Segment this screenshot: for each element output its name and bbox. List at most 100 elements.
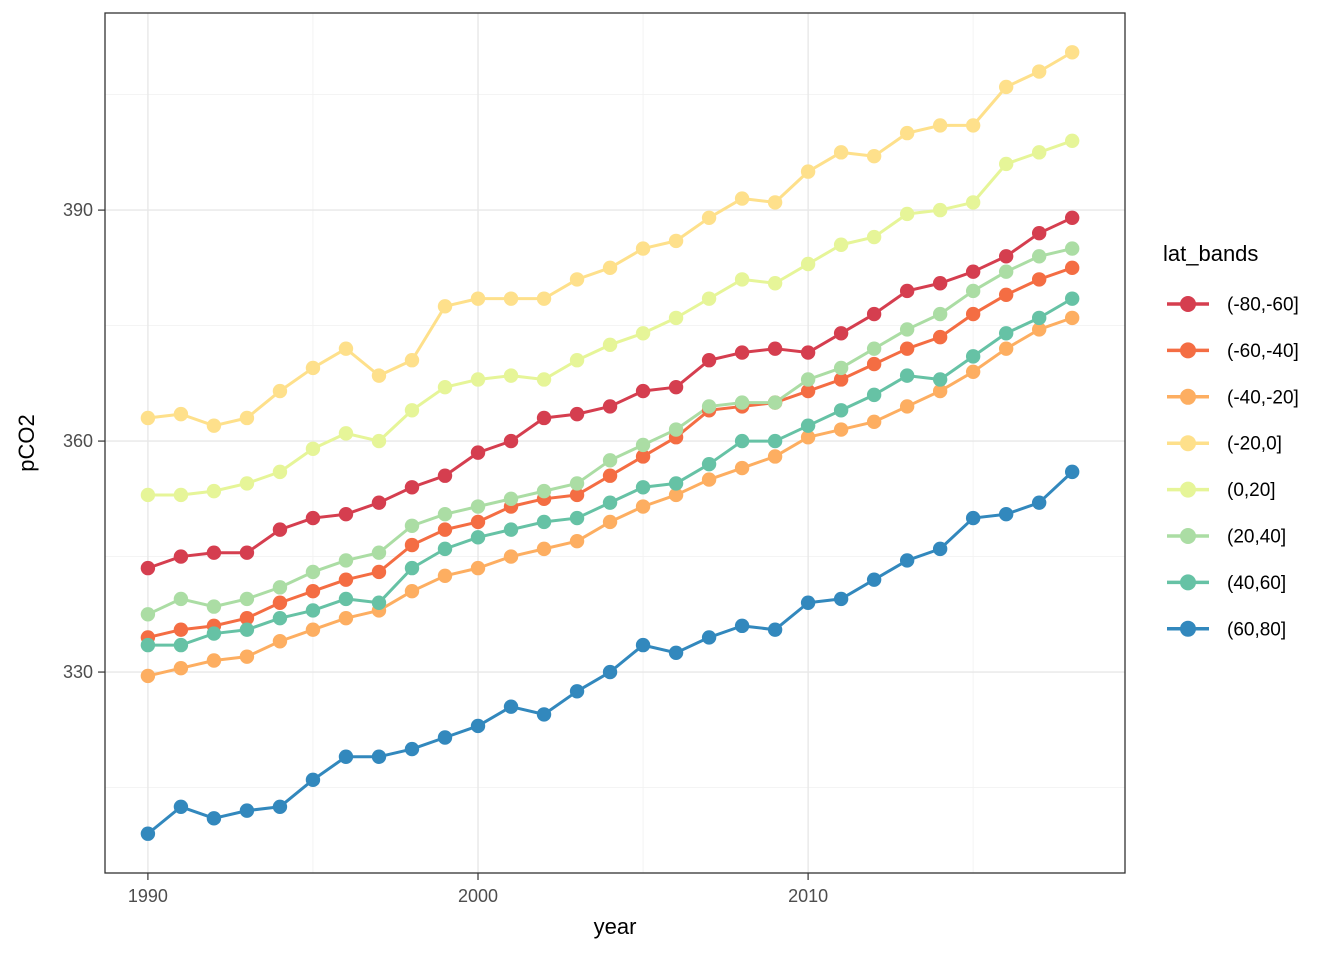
- grid-layer: [105, 13, 1125, 873]
- data-point: [635, 383, 651, 399]
- data-point: [536, 483, 552, 499]
- data-point: [866, 572, 882, 587]
- data-point: [239, 610, 255, 626]
- data-point: [305, 441, 321, 456]
- data-point: [800, 256, 816, 272]
- data-point: [338, 553, 354, 568]
- data-point: [437, 568, 453, 584]
- data-point: [701, 210, 717, 225]
- data-point: [635, 499, 651, 514]
- legend-key-point: [1180, 481, 1196, 498]
- panel-border: [104, 12, 1126, 874]
- data-point: [800, 430, 816, 445]
- data-point: [899, 553, 915, 568]
- data-point: [470, 372, 486, 387]
- data-point: [668, 645, 684, 661]
- legend-entry-(-80,-60]: (-80,-60]: [1167, 295, 1299, 316]
- data-point: [305, 564, 321, 580]
- data-point: [470, 445, 486, 460]
- data-point: [437, 299, 453, 314]
- data-point: [503, 291, 519, 306]
- data-point: [734, 191, 750, 206]
- data-point: [569, 487, 585, 503]
- legend-key-point: [1180, 574, 1196, 591]
- data-point: [602, 260, 618, 276]
- data-point: [470, 718, 486, 734]
- data-point: [206, 483, 222, 499]
- data-point: [338, 610, 354, 626]
- data-point: [932, 276, 948, 291]
- data-point: [998, 264, 1014, 279]
- data-point: [932, 329, 948, 345]
- data-point: [602, 468, 618, 483]
- x-tick-label: 1990: [128, 886, 168, 906]
- data-point: [536, 291, 552, 306]
- data-point: [965, 195, 981, 210]
- data-point: [239, 545, 255, 560]
- data-point: [272, 799, 288, 814]
- data-point: [437, 507, 453, 522]
- data-point: [206, 626, 222, 641]
- data-point: [1031, 272, 1047, 287]
- data-point: [866, 229, 882, 245]
- panel-background: [105, 13, 1125, 873]
- data-point: [371, 595, 387, 610]
- data-point: [569, 272, 585, 287]
- data-point: [404, 584, 420, 599]
- data-point: [734, 272, 750, 287]
- data-point: [503, 368, 519, 383]
- data-point: [701, 399, 717, 414]
- data-point: [503, 491, 519, 507]
- data-point: [965, 349, 981, 364]
- data-point: [272, 580, 288, 595]
- data-point: [569, 406, 585, 422]
- legend-entry-(20,40]: (20,40]: [1167, 527, 1286, 548]
- data-point: [338, 507, 354, 522]
- legend-key-point: [1180, 388, 1196, 405]
- data-point: [173, 487, 189, 503]
- data-point: [569, 684, 585, 699]
- data-point: [767, 395, 783, 410]
- data-point: [503, 699, 519, 714]
- data-point: [404, 403, 420, 418]
- data-point: [602, 495, 618, 510]
- data-point: [173, 549, 189, 564]
- data-point: [998, 79, 1014, 95]
- data-point: [305, 772, 321, 788]
- data-point: [866, 356, 882, 372]
- data-point: [1064, 464, 1080, 480]
- data-point: [404, 353, 420, 368]
- data-point: [734, 618, 750, 634]
- data-point: [833, 237, 849, 252]
- data-point: [800, 372, 816, 387]
- data-point: [305, 510, 321, 526]
- data-point: [899, 322, 915, 337]
- data-point: [800, 383, 816, 399]
- data-point: [536, 410, 552, 426]
- data-point: [503, 522, 519, 537]
- data-point: [239, 410, 255, 426]
- data-point: [668, 233, 684, 249]
- data-point: [965, 306, 981, 322]
- axis-layer: 330 360 390 1990 2000 2010: [63, 12, 1126, 906]
- legend-label: (-40,-20]: [1227, 387, 1299, 408]
- data-point: [470, 499, 486, 514]
- data-point: [1031, 249, 1047, 264]
- data-point: [965, 283, 981, 299]
- data-point: [668, 310, 684, 326]
- data-point: [470, 514, 486, 530]
- data-point: [1064, 310, 1080, 326]
- data-point: [338, 426, 354, 441]
- data-point: [965, 118, 981, 133]
- series-points-(-60,-40]: [140, 260, 1080, 645]
- data-point: [305, 622, 321, 637]
- data-point: [239, 803, 255, 818]
- data-point: [998, 156, 1014, 172]
- data-point: [668, 476, 684, 491]
- series-points-(-20,0]: [140, 45, 1080, 433]
- x-tick-label: 2010: [788, 886, 828, 906]
- legend-label: (20,40]: [1227, 527, 1286, 548]
- data-point: [140, 826, 156, 841]
- data-point: [173, 591, 189, 607]
- data-point: [272, 464, 288, 480]
